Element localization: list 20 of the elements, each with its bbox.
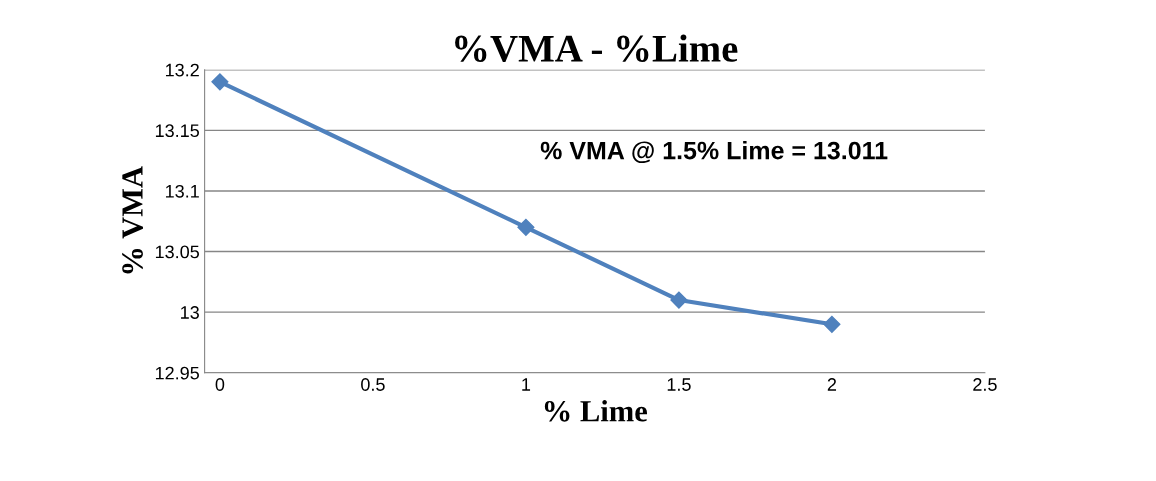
y-axis-title: % VMA [122, 166, 143, 274]
y-tick-label: 13.15 [155, 124, 199, 138]
x-tick-label: 1.5 [667, 378, 691, 391]
annotation: % VMA @ 1.5% Lime = 13.011 [540, 141, 888, 164]
x-tick-label: 2 [827, 378, 837, 391]
x-axis-title: % Lime [544, 400, 648, 422]
x-tick-label: 0.5 [361, 378, 385, 391]
point [670, 291, 688, 309]
point [823, 315, 841, 333]
y-tick-label: 13.1 [165, 184, 199, 198]
x-tick-label: 2.5 [973, 378, 997, 391]
chart-title: %VMA - %Lime [455, 34, 738, 63]
point [517, 218, 535, 236]
y-tick-label: 13 [181, 306, 199, 319]
y-tick-label: 12.95 [155, 366, 199, 380]
y-tick-label: 13.2 [165, 63, 199, 77]
x-tick-label: 1 [522, 378, 531, 391]
y-tick-label: 13.05 [155, 245, 199, 259]
point [211, 73, 229, 91]
x-tick-label: 0 [215, 378, 225, 391]
